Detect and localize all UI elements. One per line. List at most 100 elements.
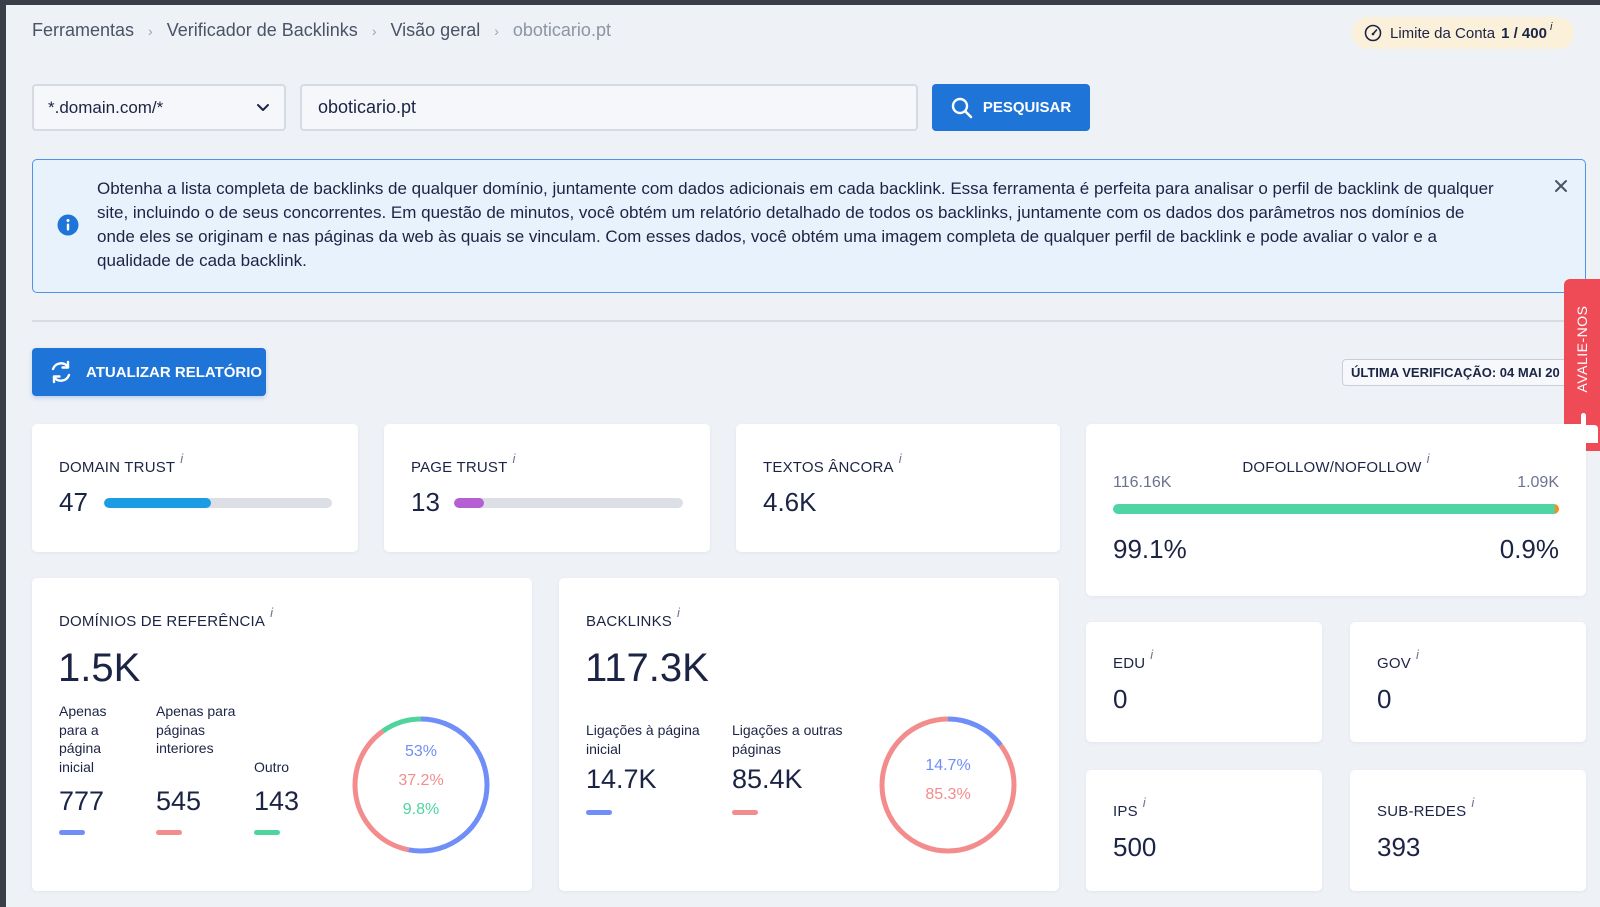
bl-other-percent: 85.3%: [925, 786, 971, 803]
dofollow-card: DOFOLLOW/NOFOLLOWi 116.16K 1.09K 99.1% 0…: [1086, 424, 1586, 596]
search-button-label: PESQUISAR: [982, 99, 1072, 116]
nofollow-percent: 0.9%: [1499, 534, 1559, 564]
ips-card: IPSi 500: [1086, 770, 1322, 891]
page-trust-bar: [454, 498, 683, 508]
bl-homepage-label: Ligações à página inicial: [586, 722, 700, 757]
subnets-card: SUB-REDESi 393: [1350, 770, 1586, 891]
rd-other-percent: 9.8%: [402, 801, 440, 818]
page-trust-label: PAGE TRUSTi: [411, 451, 516, 476]
close-icon[interactable]: [1553, 178, 1569, 194]
window-left-edge: [0, 0, 6, 907]
domain-trust-label: DOMAIN TRUSTi: [59, 451, 184, 476]
info-icon[interactable]: i: [677, 605, 681, 620]
last-check-badge: ÚLTIMA VERIFICAÇÃO: 04 MAI 20: [1342, 359, 1600, 386]
chevron-down-icon: [257, 103, 269, 111]
rd-donut-slice-1: [352, 716, 490, 854]
domain-trust-value: 47: [59, 487, 88, 517]
search-mode-value: *.domain.com/*: [48, 97, 164, 117]
rd-homepage-legend: [59, 830, 85, 835]
dofollow-percent: 99.1%: [1113, 534, 1187, 564]
edu-label: EDUi: [1113, 647, 1154, 672]
rd-inner-value: 545: [156, 786, 202, 816]
update-report-label: ATUALIZAR RELATÓRIO: [86, 363, 263, 381]
speedometer-icon: [1364, 24, 1382, 42]
subnets-value: 393: [1377, 832, 1421, 862]
anchor-texts-label: TEXTOS ÂNCORAi: [763, 451, 902, 476]
gov-value: 0: [1377, 684, 1392, 714]
bl-other-legend: [732, 810, 758, 815]
backlinks-value: 117.3K: [585, 646, 709, 690]
backlinks-label: BACKLINKSi: [586, 605, 681, 630]
update-report-button[interactable]: ATUALIZAR RELATÓRIO: [32, 348, 266, 396]
bl-donut-slice-1: [879, 716, 1017, 854]
info-icon[interactable]: i: [1471, 795, 1475, 810]
account-limit-label: Limite da Conta: [1390, 24, 1496, 42]
breadcrumb-overview[interactable]: Visão geral: [390, 20, 481, 40]
divider: [32, 320, 1586, 322]
breadcrumb-ferramentas[interactable]: Ferramentas: [32, 20, 135, 40]
dofollow-label: DOFOLLOW/NOFOLLOWi: [1242, 451, 1430, 476]
ips-value: 500: [1113, 832, 1157, 862]
edu-value: 0: [1113, 684, 1128, 714]
referring-domains-card: DOMÍNIOS DE REFERÊNCIAi 1.5K Apenas para…: [32, 578, 532, 891]
refresh-icon: [51, 360, 71, 384]
page-trust-card: PAGE TRUSTi 13: [384, 424, 710, 552]
rd-inner-percent: 37.2%: [398, 772, 444, 789]
bl-other-value: 85.4K: [732, 764, 803, 794]
breadcrumb-chevron-icon: ›: [148, 22, 153, 39]
rd-other-label: Outro: [254, 759, 290, 775]
info-icon[interactable]: i: [1142, 795, 1146, 810]
search-input[interactable]: [300, 84, 918, 131]
rd-other-value: 143: [254, 786, 300, 816]
dofollow-count: 116.16K: [1113, 474, 1172, 491]
gov-card: GOVi 0: [1350, 622, 1586, 742]
search-mode-select[interactable]: *.domain.com/*: [32, 84, 286, 131]
backlinks-card: BACKLINKSi 117.3K Ligações à página inic…: [559, 578, 1059, 891]
breadcrumb: Ferramentas › Verificador de Backlinks ›…: [32, 20, 611, 41]
page-trust-bar-fill: [454, 498, 484, 508]
info-banner-text: Obtenha a lista completa de backlinks de…: [97, 179, 1494, 270]
info-circle-icon: [57, 214, 79, 236]
breadcrumb-chevron-icon: ›: [494, 22, 499, 39]
info-icon[interactable]: i: [1415, 647, 1420, 662]
dofollow-bar-fill: [1113, 504, 1555, 514]
info-icon[interactable]: i: [180, 451, 184, 466]
breadcrumb-current: oboticario.pt: [512, 20, 611, 40]
rd-inner-legend: [156, 830, 182, 835]
referring-domains-label: DOMÍNIOS DE REFERÊNCIAi: [59, 605, 274, 630]
breadcrumb-backlink-checker[interactable]: Verificador de Backlinks: [166, 20, 358, 40]
domain-trust-card: DOMAIN TRUSTi 47: [32, 424, 358, 552]
gov-label: GOVi: [1377, 647, 1420, 672]
breadcrumb-chevron-icon: ›: [371, 22, 377, 39]
info-icon[interactable]: i: [1150, 647, 1154, 662]
info-icon[interactable]: i: [270, 605, 274, 620]
bl-other-label: Ligações a outras páginas: [732, 722, 843, 757]
account-limit-badge[interactable]: Limite da Conta 1 / 400 i: [1352, 17, 1575, 49]
window-top-edge: [0, 0, 1600, 5]
bl-homepage-legend: [586, 810, 612, 815]
nofollow-count: 1.09K: [1517, 474, 1559, 491]
info-icon[interactable]: i: [1549, 21, 1553, 33]
feedback-tab[interactable]: AVALIE-NOS: [1564, 279, 1600, 451]
page-trust-value: 13: [411, 487, 440, 517]
ips-label: IPSi: [1113, 795, 1146, 820]
info-icon[interactable]: i: [1426, 451, 1430, 466]
bl-homepage-value: 14.7K: [586, 764, 657, 794]
info-banner: Obtenha a lista completa de backlinks de…: [32, 159, 1586, 293]
nofollow-bar-fill: [1554, 504, 1559, 514]
anchor-texts-value: 4.6K: [763, 487, 817, 517]
anchor-texts-card: TEXTOS ÂNCORAi 4.6K: [736, 424, 1060, 552]
bl-homepage-percent: 14.7%: [925, 757, 971, 774]
info-icon[interactable]: i: [512, 451, 516, 466]
rd-other-legend: [254, 830, 280, 835]
rd-homepage-value: 777: [59, 786, 105, 816]
backlinks-donut: [879, 716, 1017, 854]
feedback-tab-label: AVALIE-NOS: [1574, 305, 1590, 393]
subnets-label: SUB-REDESi: [1377, 795, 1475, 820]
search-button[interactable]: PESQUISAR: [932, 84, 1090, 131]
rd-donut-slice-2: [352, 716, 490, 854]
referring-domains-donut: [352, 716, 490, 854]
rd-inner-label: Apenas para páginas interiores: [156, 703, 236, 756]
rd-homepage-percent: 53%: [404, 743, 438, 760]
info-icon[interactable]: i: [898, 451, 902, 466]
